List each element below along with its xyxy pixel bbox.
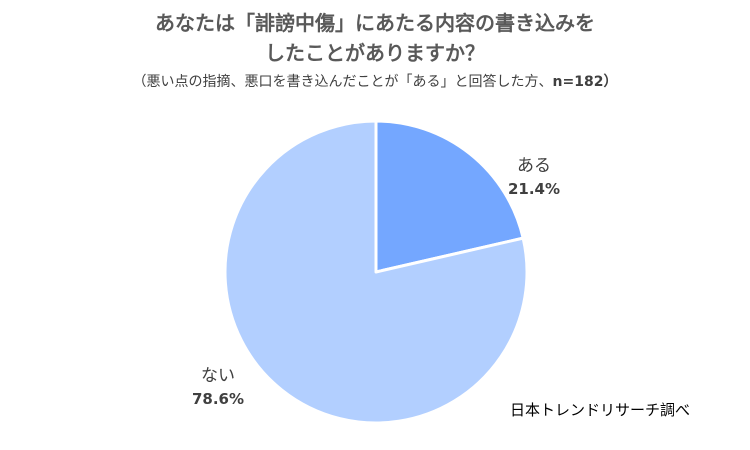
chart-subtitle: （悪い点の指摘、悪口を書き込んだことが「ある」と回答した方、n=182） bbox=[0, 73, 750, 91]
slice-value-2: 78.6% bbox=[192, 390, 244, 408]
slice-value-1: 21.4% bbox=[508, 180, 560, 198]
chart-title-line-1: あなたは「誹謗中傷」にあたる内容の書き込みを bbox=[155, 11, 595, 35]
pie-slice-2 bbox=[223, 119, 529, 425]
slice-label-2: ない bbox=[201, 366, 235, 386]
chart-title-line-2: したことがありますか？ bbox=[265, 41, 485, 65]
subtitle-text: （悪い点の指摘、悪口を書き込んだことが「ある」と回答した方、 bbox=[132, 74, 553, 90]
source-credit: 日本トレンドリサーチ調べ bbox=[510, 401, 691, 419]
pie-slice-1 bbox=[374, 119, 525, 274]
subtitle-sample-size: n=182） bbox=[552, 74, 618, 90]
slice-label-1: ある bbox=[517, 156, 551, 176]
